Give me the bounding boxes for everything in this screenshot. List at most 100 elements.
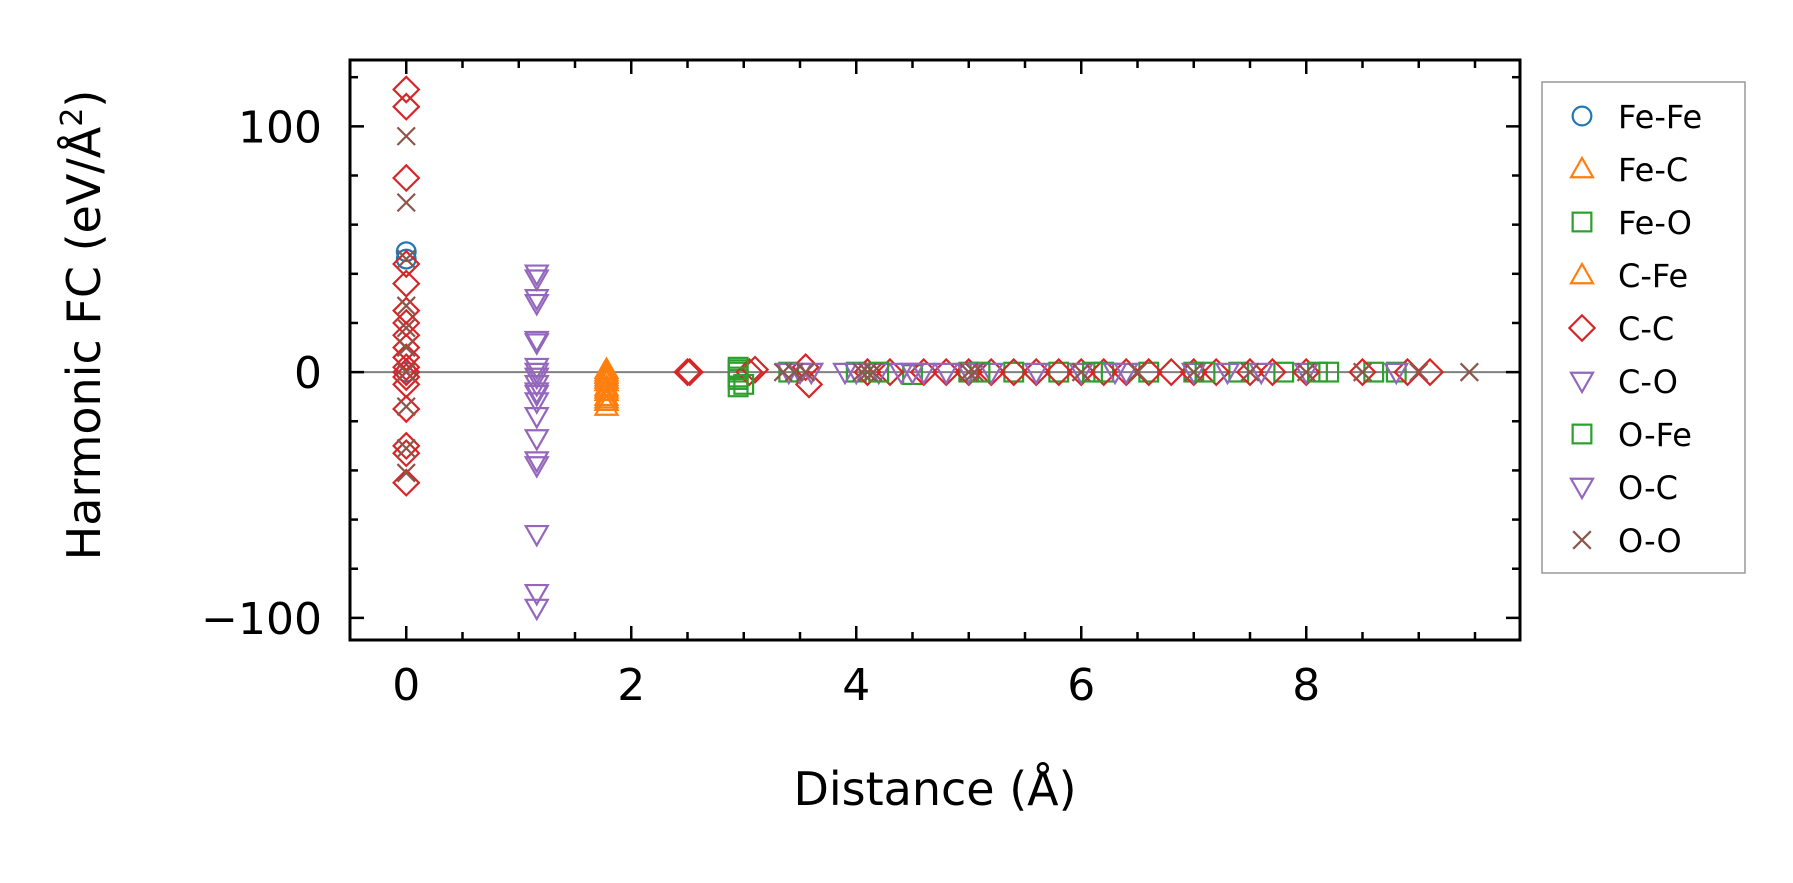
y-axis-label-superscript: 2 xyxy=(55,108,90,127)
point-c-c xyxy=(392,249,421,279)
point-c-c xyxy=(392,439,421,468)
point-c-c xyxy=(675,357,704,387)
legend-item-c-c: C-C xyxy=(1567,310,1674,348)
legend-label-o-c: O-C xyxy=(1618,469,1678,507)
x-tick-label: 0 xyxy=(392,660,420,711)
point-c-o xyxy=(523,264,550,288)
point-o-o xyxy=(396,337,416,358)
legend-item-o-c: O-C xyxy=(1569,469,1678,507)
point-c-c xyxy=(392,269,421,298)
point-c-o xyxy=(1023,362,1050,386)
y-tick-label: 0 xyxy=(294,348,322,399)
legend-marker-fe-fe xyxy=(1571,105,1593,127)
point-o-o xyxy=(964,362,984,382)
point-o-o xyxy=(1127,362,1148,382)
point-o-fe xyxy=(727,366,749,388)
point-o-c xyxy=(523,293,550,317)
point-o-c xyxy=(523,384,550,408)
point-c-o xyxy=(523,362,550,386)
point-fe-fe xyxy=(395,361,417,383)
point-c-c xyxy=(392,431,421,461)
point-o-o xyxy=(863,362,883,382)
point-c-c xyxy=(392,92,421,121)
point-c-c xyxy=(1202,357,1231,387)
legend-item-fe-o: Fe-O xyxy=(1571,204,1692,242)
legend-item-o-o: O-O xyxy=(1572,522,1682,560)
legend-label-c-c: C-C xyxy=(1618,310,1674,348)
point-o-o xyxy=(396,318,416,338)
legend-label-c-fe: C-Fe xyxy=(1618,257,1688,295)
point-c-o xyxy=(523,524,550,548)
point-o-o xyxy=(1352,362,1373,382)
point-fe-fe xyxy=(395,241,417,263)
series-fe-fe xyxy=(395,241,417,383)
point-o-o xyxy=(1071,362,1091,382)
point-o-o xyxy=(396,396,416,417)
series-c-o xyxy=(523,264,1410,622)
point-c-c xyxy=(1044,357,1073,387)
point-o-o xyxy=(396,438,416,458)
point-c-c xyxy=(1157,357,1186,387)
point-o-fe xyxy=(1082,361,1103,383)
point-o-c xyxy=(523,451,550,474)
point-c-o xyxy=(1248,362,1275,386)
legend-label-o-o: O-O xyxy=(1618,522,1682,560)
legend-marker-o-fe xyxy=(1571,423,1593,445)
point-c-o xyxy=(523,583,550,607)
series-o-fe xyxy=(727,359,1328,395)
point-c-fe xyxy=(593,385,620,409)
point-o-c xyxy=(899,362,926,386)
point-o-fe xyxy=(733,373,755,395)
x-tick-label: 8 xyxy=(1292,660,1320,711)
point-fe-fe xyxy=(395,248,417,270)
point-o-o xyxy=(1184,362,1204,382)
point-c-c xyxy=(392,362,421,392)
legend-item-fe-fe: Fe-Fe xyxy=(1571,98,1702,136)
series-o-c xyxy=(523,269,1241,474)
point-c-o xyxy=(523,429,550,452)
legend-marker-o-c xyxy=(1569,477,1595,501)
y-tick-label: −100 xyxy=(201,594,322,645)
series-fe-c xyxy=(593,358,620,416)
point-c-c xyxy=(1258,357,1287,387)
point-c-c xyxy=(392,468,421,497)
point-c-o xyxy=(523,330,550,354)
point-o-o xyxy=(396,249,416,269)
legend-marker-c-fe xyxy=(1569,261,1595,285)
x-axis-label: Distance (Å) xyxy=(793,762,1076,816)
point-c-c xyxy=(1235,357,1265,387)
point-c-c xyxy=(1089,357,1118,387)
point-fe-o xyxy=(1363,361,1385,383)
legend-item-o-fe: O-Fe xyxy=(1571,416,1692,454)
data-marks xyxy=(392,75,1479,622)
point-c-fe xyxy=(593,376,620,399)
series-c-fe xyxy=(593,356,620,409)
point-c-o xyxy=(978,362,1005,386)
x-tick-label: 4 xyxy=(842,660,870,711)
legend-marker-c-o xyxy=(1569,371,1595,395)
point-o-o xyxy=(396,192,416,213)
point-o-c xyxy=(523,269,550,292)
legend-item-c-fe: C-Fe xyxy=(1569,257,1688,295)
point-o-o xyxy=(1296,362,1316,382)
point-fe-c xyxy=(593,378,620,402)
legend-label-fe-o: Fe-O xyxy=(1618,204,1692,242)
point-c-c xyxy=(999,357,1028,387)
point-c-o xyxy=(523,367,550,391)
point-fe-c xyxy=(593,388,620,411)
point-c-o xyxy=(523,407,550,430)
point-o-fe xyxy=(1307,361,1328,383)
legend-marker-fe-c xyxy=(1569,155,1595,179)
legend-box xyxy=(1541,81,1746,574)
point-c-fe xyxy=(593,361,620,384)
point-c-o xyxy=(1293,362,1320,386)
point-c-o xyxy=(933,362,960,386)
y-axis-label-main: Harmonic FC (eV/Å xyxy=(57,126,111,560)
y-tick-label: 100 xyxy=(238,102,322,153)
point-o-o xyxy=(796,362,816,382)
point-c-c xyxy=(392,163,421,193)
point-fe-c xyxy=(593,383,620,407)
point-o-o xyxy=(396,463,416,483)
point-o-o xyxy=(857,362,878,382)
